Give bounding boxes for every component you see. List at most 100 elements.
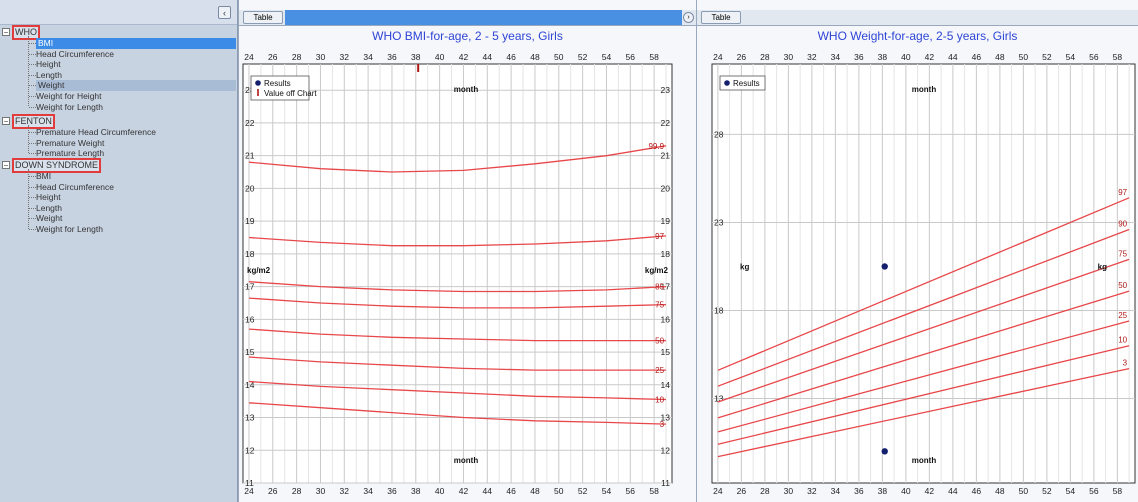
x-tick-label-bottom: 40 — [901, 486, 911, 496]
x-tick-label-top: 40 — [435, 52, 445, 62]
tree-item-head-circumference[interactable]: Head Circumference — [36, 181, 114, 192]
tree-item-premature-length[interactable]: Premature Length — [36, 148, 105, 159]
y-tick-label-left: 12 — [245, 445, 255, 455]
x-tick-label-top: 42 — [925, 52, 935, 62]
tree-connector — [29, 229, 36, 230]
tree-connector — [29, 132, 36, 133]
panel-title-bar — [743, 10, 1124, 25]
percentile-label: 97 — [1118, 188, 1127, 197]
x-tick-label-bottom: 50 — [554, 486, 564, 496]
x-tick-label-top: 58 — [1113, 52, 1123, 62]
tree-item-weight-for-height[interactable]: Weight for Height — [36, 91, 102, 101]
collapse-toggle-icon[interactable]: − — [2, 117, 10, 126]
tree-item-weight-for-length[interactable]: Weight for Length — [36, 224, 103, 234]
x-tick-label-top: 56 — [1089, 52, 1099, 62]
collapse-toggle-icon[interactable]: − — [2, 28, 10, 37]
x-tick-label-top: 28 — [292, 52, 302, 62]
x-tick-label-bottom: 30 — [316, 486, 326, 496]
chevron-right-icon[interactable]: › — [683, 12, 694, 23]
y-tick-label-left: 21 — [245, 151, 255, 161]
x-tick-label-top: 46 — [972, 52, 982, 62]
tree-connector — [29, 142, 36, 144]
tree-item-bmi[interactable]: BMI — [36, 38, 236, 49]
weight-chart-panel: Table WHO Weight-for-age, 2-5 years, Gir… — [696, 0, 1138, 502]
y-tick-label-left: 13 — [245, 413, 255, 423]
x-tick-label-top: 50 — [1019, 52, 1029, 62]
x-tick-label-bottom: 50 — [1019, 486, 1029, 496]
x-axis-label: month — [454, 456, 479, 465]
x-tick-label-top: 48 — [995, 52, 1005, 62]
y-tick-label-left: 17 — [245, 282, 255, 292]
y-tick-label-left: 14 — [245, 380, 255, 390]
tree-item-premature-head-circumference[interactable]: Premature Head Circumference — [36, 127, 156, 137]
panel-title-bar — [285, 10, 682, 25]
tree-item-head-circumference[interactable]: Head Circumference — [36, 48, 114, 59]
y-tick-label-left: 22 — [245, 118, 255, 128]
tree-item-length[interactable]: Length — [36, 202, 62, 213]
tree-item-weight[interactable]: Weight — [36, 213, 63, 224]
percentile-curve — [248, 281, 667, 293]
x-tick-label-top: 46 — [506, 52, 516, 62]
chevron-left-icon[interactable]: ‹ — [218, 6, 231, 19]
percentile-curve — [717, 197, 1130, 371]
x-tick-label-top: 26 — [737, 52, 747, 62]
percentile-curve — [248, 145, 667, 173]
tree-item-height[interactable]: Height — [36, 192, 61, 203]
tree-connector — [29, 186, 36, 188]
x-tick-label-bottom: 52 — [578, 486, 588, 496]
tree-connector — [29, 53, 36, 55]
x-tick-label-bottom: 30 — [784, 486, 794, 496]
y-tick-label-right: 15 — [661, 347, 671, 357]
result-point — [881, 448, 888, 455]
percentile-curve — [717, 290, 1130, 419]
x-tick-label-bottom: 40 — [435, 486, 445, 496]
tree-item-height[interactable]: Height — [36, 59, 61, 70]
tree-connector — [29, 197, 36, 199]
y-tick-label-right: 12 — [661, 445, 671, 455]
percentile-curve — [717, 367, 1130, 458]
tree-connector — [29, 207, 36, 209]
tree-item-premature-weight[interactable]: Premature Weight — [36, 137, 105, 148]
bmi-chart-panel: Table › WHO BMI-for-age, 2 - 5 years, Gi… — [238, 0, 696, 502]
tree-item-weight[interactable]: Weight — [36, 80, 236, 92]
x-tick-label-bottom: 36 — [854, 486, 864, 496]
x-tick-label-top: 54 — [1066, 52, 1076, 62]
y-tick-label-right: 19 — [661, 216, 671, 226]
sidebar-toolbar: ‹ — [0, 0, 237, 25]
x-tick-label-top: 34 — [831, 52, 841, 62]
tree-connector — [29, 153, 36, 155]
tree-connector — [29, 74, 36, 76]
tree-connector — [28, 36, 29, 107]
percentile-label: 25 — [1118, 311, 1127, 320]
x-tick-label-top: 44 — [483, 52, 493, 62]
y-tick-label-left: 13 — [714, 393, 724, 403]
x-tick-label-top: 30 — [784, 52, 794, 62]
plot-area — [242, 63, 673, 484]
tree-item-length[interactable]: Length — [36, 69, 62, 80]
percentile-label: 25 — [655, 366, 664, 375]
x-tick-label-bottom: 34 — [363, 486, 373, 496]
tree-item-weight-for-length[interactable]: Weight for Length — [36, 101, 103, 112]
y-tick-label-left: 18 — [714, 305, 724, 315]
x-tick-label-bottom: 42 — [459, 486, 469, 496]
chart-legend: Results — [719, 75, 766, 91]
panel-toolbar: Table › — [239, 10, 696, 26]
collapse-toggle-icon[interactable]: − — [2, 161, 10, 170]
legend-entry: Results — [264, 79, 291, 88]
tree-item-bmi[interactable]: BMI — [36, 171, 52, 181]
x-tick-label-bottom: 32 — [340, 486, 350, 496]
plot-area — [711, 63, 1136, 484]
x-tick-label-top: 36 — [387, 52, 397, 62]
y-tick-label-right: 21 — [661, 151, 671, 161]
y-tick-label-left: 19 — [245, 216, 255, 226]
x-tick-label-top: 48 — [530, 52, 540, 62]
legend-results-marker — [724, 80, 730, 86]
tree-connector — [29, 218, 36, 220]
percentile-label: 3 — [660, 420, 665, 429]
x-tick-label-bottom: 46 — [506, 486, 516, 496]
table-button[interactable]: Table — [701, 11, 741, 24]
percentile-curve — [717, 345, 1130, 445]
table-button[interactable]: Table — [243, 11, 283, 24]
x-tick-label-bottom: 26 — [268, 486, 278, 496]
